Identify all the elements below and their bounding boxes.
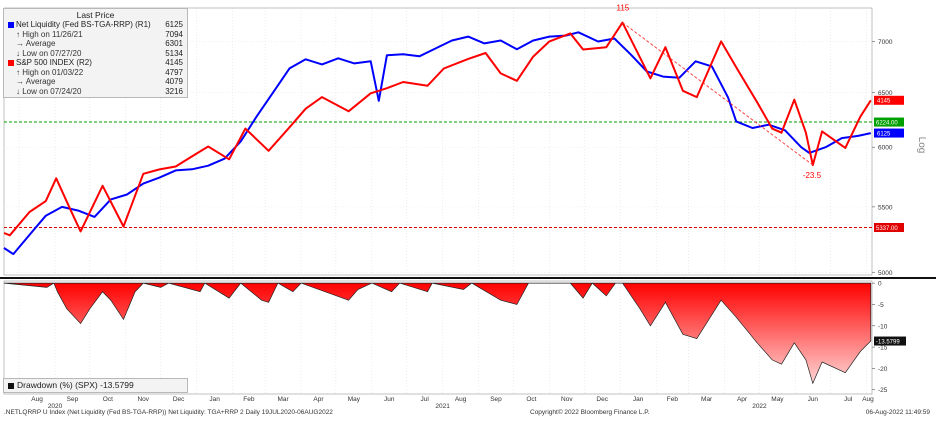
legend-spx-low-value: 3216 [165,86,183,96]
x-month-label: Jun [808,396,819,403]
x-month-label: Feb [243,396,255,403]
net-liquidity-line [3,31,872,256]
x-month-label: Aug [455,396,467,403]
x-month-label: Oct [526,396,536,403]
x-month-label: Sep [67,396,79,403]
nl-swatch [8,21,14,28]
x-month-label: Dec [173,396,185,403]
x-month-label: Jan [633,396,644,403]
legend-spx-high-value: 4797 [165,67,183,77]
legend-spx-high-label: High on 01/03/22 [22,67,84,77]
main-legend: Last Price Net Liquidity (Fed BS-TGA-RRP… [3,8,188,98]
x-month-label: Oct [103,396,113,403]
legend-row-spx: S&P 500 INDEX (R2) 4145 [4,58,187,68]
r1-tick-label: 6500 [878,90,893,97]
spx-last-tag [874,95,904,105]
r1-tick-label: 6000 [878,145,893,152]
dd-last-tag-label: -13.5799 [876,339,900,345]
spx-line [3,21,872,237]
legend-nl-value: 6125 [165,20,183,29]
legend-nl-label: Net Liquidity (Fed BS-TGA-RRP) (R1) [16,20,151,29]
drawdown-legend: Drawdown (%) (SPX) -13.5799 [3,378,188,393]
x-month-label: Jan [209,396,220,403]
x-month-label: Aug [31,396,43,403]
x-month-label: Aug [862,396,874,403]
footer-copyright: Copyright© 2022 Bloomberg Finance L.P. [530,409,650,416]
dd-tick-label: -20 [878,366,888,373]
legend-row-spx-high: ↑ High on 01/03/22 4797 [16,67,183,77]
legend-nl-low-value: 5134 [165,48,183,58]
r1-tick-label: 7000 [878,39,893,46]
dd-tick-label: -15 [878,345,888,352]
dd-tick-label: -5 [878,302,884,309]
legend-row-nl-high: ↑ High on 11/26/21 7094 [16,29,183,39]
drawdown-legend-label: Drawdown (%) (SPX) -13.5799 [17,380,134,390]
x-year-label: 2021 [435,403,450,410]
reference-line-label: 6224.00 [876,120,898,126]
x-month-label: Dec [596,396,608,403]
x-month-label: May [348,396,361,403]
legend-spx-avg-label: Average [25,77,56,86]
dd-last-tag [874,336,906,346]
legend-row-nl: Net Liquidity (Fed BS-TGA-RRP) (R1) 6125 [4,20,187,30]
x-year-label: 2020 [48,403,63,410]
x-month-label: Jul [420,396,429,403]
r1-tick-label: 5000 [878,270,893,277]
legend-spx-label: S&P 500 INDEX (R2) [16,58,92,67]
legend-nl-low-label: Low on 07/27/20 [22,48,82,58]
legend-nl-high-label: High on 11/26/21 [22,29,83,39]
x-month-label: May [771,396,784,403]
trough-annotation: -23.5 [803,171,822,180]
legend-spx-low-label: Low on 07/24/20 [22,86,82,96]
footer-timestamp: 06-Aug-2022 11:49:59 [865,409,930,416]
r1-axis-label: Log [916,137,927,154]
reference-line-label: 5337.00 [876,226,898,232]
legend-row-spx-avg: → Average 4079 [16,77,183,86]
nl-last-tag [874,128,904,138]
legend-title: Last Price [76,10,115,20]
legend-nl-avg-label: Average [25,39,56,48]
x-month-label: Mar [701,396,713,403]
r1-tick-label: 5500 [878,204,893,211]
reference-line-tag [874,223,904,233]
spx-swatch [8,59,14,66]
x-month-label: Jun [384,396,395,403]
dd-tick-label: -25 [878,387,888,394]
legend-nl-high-value: 7094 [165,29,183,39]
reference-line-tag [874,117,904,127]
legend-row-nl-avg: → Average 6301 [16,39,183,48]
x-month-label: Jul [844,396,853,403]
x-month-label: Nov [137,396,149,403]
dd-tick-label: 0 [878,281,882,288]
drawdown-swatch [8,382,14,389]
legend-nl-avg-value: 6301 [165,39,183,48]
footer-source: .NETLQRRP U Index (Net Liquidity (Fed BS… [4,409,333,416]
x-month-label: Mar [277,396,289,403]
x-month-label: Sep [490,396,502,403]
x-month-label: Feb [667,396,679,403]
nl-last-tag-label: 6125 [877,131,891,137]
spx-last-tag-label: 4145 [877,99,891,105]
drawdown-area [3,282,872,385]
legend-spx-value: 4145 [165,58,183,67]
legend-row-nl-low: ↓ Low on 07/27/20 5134 [16,48,183,58]
dd-tick-label: -10 [878,323,888,330]
x-month-label: Apr [313,396,324,403]
x-month-label: Apr [737,396,748,403]
legend-spx-avg-value: 4079 [165,77,183,86]
legend-row-spx-low: ↓ Low on 07/24/20 3216 [16,86,183,96]
peak-annotation: 115 [617,4,630,13]
x-year-label: 2022 [752,403,767,410]
x-month-label: Nov [561,396,573,403]
